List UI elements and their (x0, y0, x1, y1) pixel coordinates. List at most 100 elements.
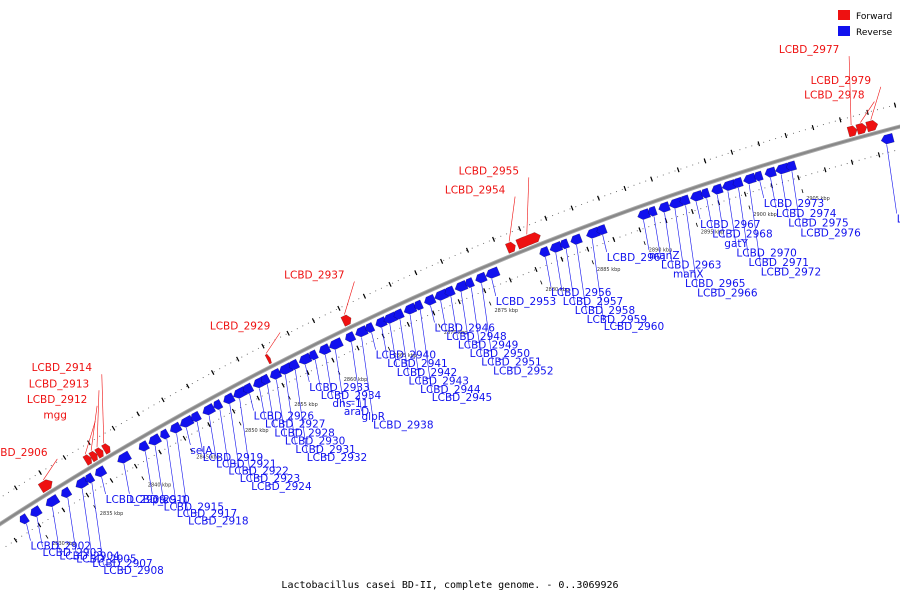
track-dot (324, 314, 326, 316)
track-dot (180, 389, 182, 391)
track-dot (770, 185, 772, 187)
leader-line (43, 458, 58, 481)
track-tick (612, 236, 616, 243)
kbp-tick (438, 323, 441, 328)
track-dot (706, 206, 708, 208)
forward-gene-arrow (340, 314, 352, 327)
reverse-gene-label: LCBD_2946 (435, 323, 496, 335)
leader-line (491, 278, 497, 297)
reverse-gene-arrow (243, 382, 255, 394)
track-dot (488, 288, 490, 290)
reverse-gene-label: manZ (649, 250, 680, 262)
track-tick (111, 425, 116, 431)
track-tick (518, 226, 522, 232)
reverse-gene-arrow (880, 133, 895, 145)
track-reverse-dots (5, 150, 896, 547)
track-dot (694, 210, 696, 212)
track-dot (257, 347, 259, 349)
track-dot (500, 235, 502, 237)
track-dot (235, 359, 237, 361)
leader-line (335, 349, 345, 407)
kbp-tick (489, 301, 492, 306)
track-dot (604, 195, 606, 197)
track-dot (745, 147, 747, 149)
track-dot (680, 168, 682, 170)
track-dot (539, 267, 541, 269)
track-dot (10, 542, 12, 544)
track-dot (191, 433, 193, 435)
leader-line (420, 310, 433, 393)
kbp-tick (695, 222, 698, 227)
reverse-gene-arrow (668, 196, 684, 209)
track-dot (625, 234, 627, 236)
track-tick (286, 330, 290, 336)
track-dot (321, 364, 323, 366)
reverse-gene-arrow (549, 240, 564, 253)
track-dot (692, 164, 694, 166)
reverse-gene-label: LCBD_2940 (376, 350, 436, 362)
track-dot (186, 386, 188, 388)
reverse-gene-arrow (743, 172, 757, 185)
track-dot (449, 305, 451, 307)
track-dot (426, 267, 428, 269)
reverse-gene-label: LCBD_2948 (446, 331, 506, 343)
track-dot (397, 280, 399, 282)
track-dot (377, 338, 379, 340)
track-dot (371, 340, 373, 342)
track-dot (517, 228, 519, 230)
reverse-gene-arrow (570, 233, 583, 245)
leader-line (249, 393, 254, 411)
forward-gene-label: LCBD_2914 (32, 362, 93, 374)
track-dot (852, 161, 854, 163)
forward-genes (37, 120, 879, 494)
forward-gene-arrow (101, 443, 111, 455)
reverse-gene-label: araD (344, 406, 369, 418)
track-dot (757, 143, 759, 145)
track-dot (404, 325, 406, 327)
track-dot (659, 222, 661, 224)
track-dot (700, 208, 702, 210)
legend-label-reverse: Reverse (856, 28, 893, 38)
track-dot (592, 199, 594, 201)
track-tick (158, 449, 162, 455)
track-tick (261, 343, 265, 349)
track-dot (229, 412, 231, 414)
reverse-gene-arrow (711, 183, 724, 195)
track-dot (721, 154, 723, 156)
track-dot (93, 438, 95, 441)
track-dot (739, 149, 741, 151)
track-tick (109, 478, 114, 483)
reverse-gene-label: LCBD_2974 (776, 208, 837, 220)
track-dot (540, 219, 542, 221)
track-tick (388, 281, 392, 287)
track-dot (529, 224, 531, 226)
track-dot (740, 194, 743, 196)
leader-line (259, 388, 266, 419)
reverse-gene-label: LCBD_2970 (736, 247, 796, 259)
leader-line (471, 287, 482, 357)
track-dot (460, 300, 462, 302)
track-dot (546, 217, 548, 219)
kbp-tick-label: 2860 kbp (344, 377, 368, 383)
track-dot (343, 353, 345, 356)
track-dot (158, 401, 161, 403)
track-dot (550, 262, 553, 264)
reverse-gene-label: LCBD_2919 (203, 452, 263, 464)
reverse-gene-arrow (345, 331, 357, 343)
reverse-gene-label: LCBD_2945 (432, 392, 492, 404)
track-dot (252, 350, 254, 352)
track-dot (758, 189, 760, 191)
track-dot (817, 171, 819, 173)
leader-line (685, 205, 698, 288)
track-dot (579, 251, 581, 253)
track-dot (224, 365, 226, 367)
track-tick (62, 455, 67, 460)
track-dot (427, 315, 429, 317)
leader-line (101, 374, 105, 444)
track-dot (375, 290, 377, 292)
reverse-gene-arrow (190, 410, 202, 423)
reverse-gene-label: LCBD_2922 (228, 466, 288, 478)
reverse-gene-arrow (721, 179, 737, 192)
reverse-gene-label: LCBD_2975 (788, 218, 848, 230)
reverse-gene-arrow (465, 277, 476, 289)
